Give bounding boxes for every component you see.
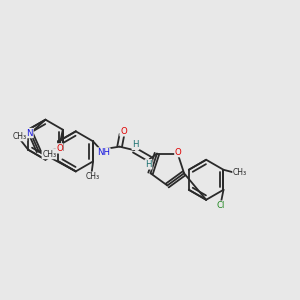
Text: CH₃: CH₃ <box>85 172 100 181</box>
Text: Cl: Cl <box>217 201 225 210</box>
Text: CH₃: CH₃ <box>233 168 247 177</box>
Text: H: H <box>145 160 152 169</box>
Text: CH₃: CH₃ <box>42 150 56 159</box>
Text: O: O <box>175 148 181 157</box>
Text: O: O <box>56 144 63 153</box>
Text: O: O <box>120 127 127 136</box>
Text: CH₃: CH₃ <box>13 132 27 141</box>
Text: N: N <box>26 129 33 138</box>
Text: H: H <box>132 140 139 149</box>
Text: NH: NH <box>97 148 110 157</box>
